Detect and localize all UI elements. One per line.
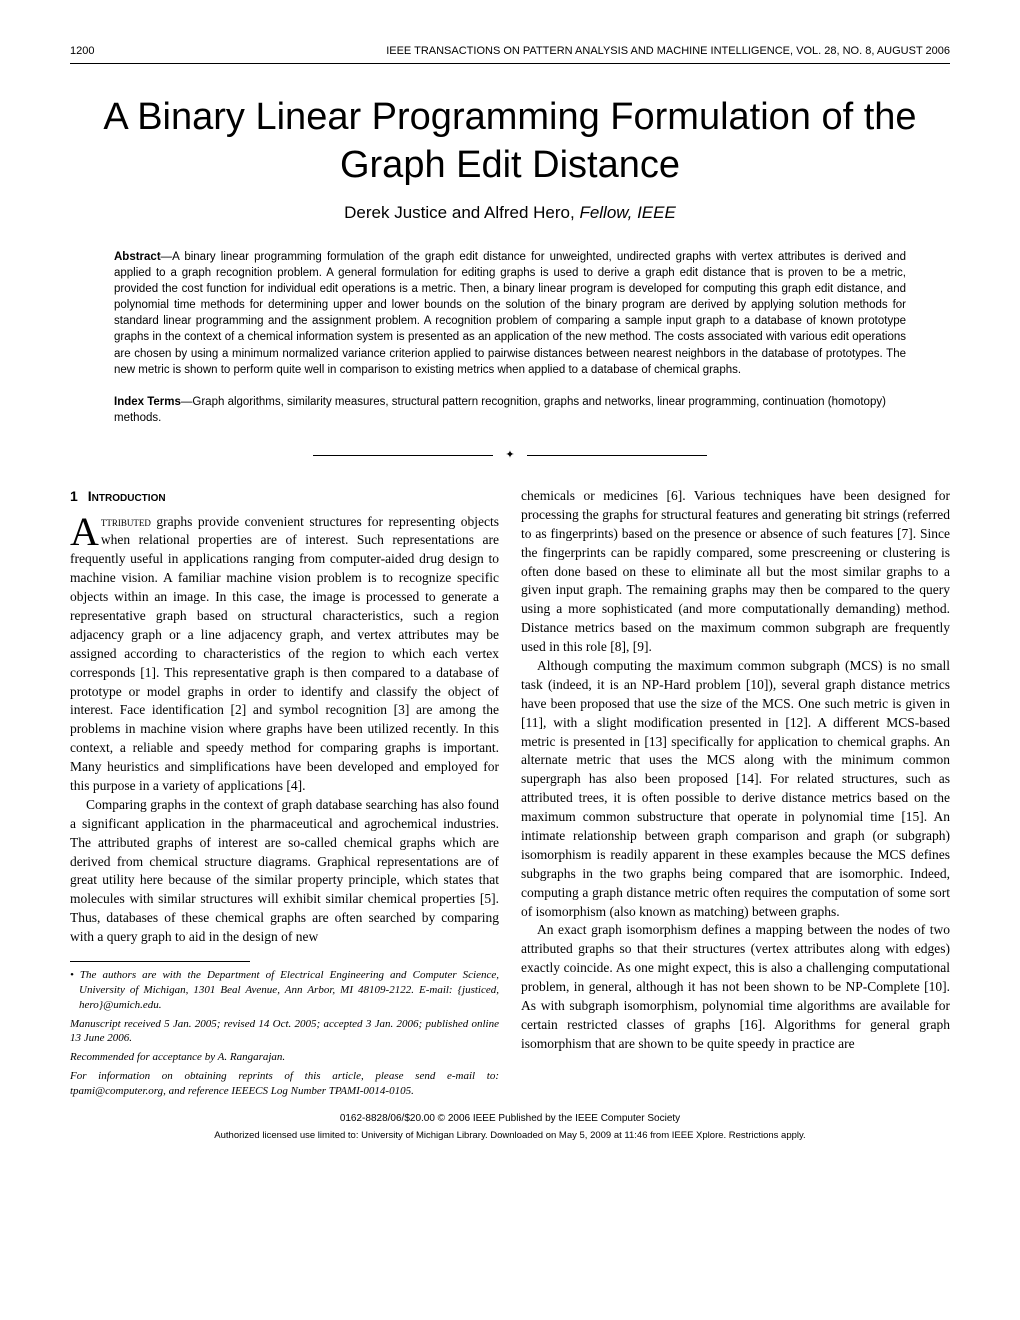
paragraph-1: Attributed graphs provide convenient str…: [70, 513, 499, 796]
diamond-icon: ✦: [505, 449, 514, 461]
license-footer: Authorized licensed use limited to: Univ…: [70, 1130, 950, 1141]
journal-info: IEEE TRANSACTIONS ON PATTERN ANALYSIS AN…: [386, 45, 950, 57]
membership: Fellow, IEEE: [575, 203, 676, 222]
footnote-block: • The authors are with the Department of…: [70, 961, 499, 1099]
dropcap: A: [70, 513, 101, 548]
body-columns: 1 Introduction Attributed graphs provide …: [70, 487, 950, 1099]
paragraph-4: Although computing the maximum common su…: [521, 657, 950, 921]
paragraph-2: Comparing graphs in the context of graph…: [70, 796, 499, 947]
page: 1200 IEEE TRANSACTIONS ON PATTERN ANALYS…: [0, 0, 1020, 1171]
footnote-affil-text: The authors are with the Department of E…: [79, 969, 499, 1011]
abstract-text: —A binary linear programming formulation…: [114, 251, 906, 376]
footnote-recommended: Recommended for acceptance by A. Rangara…: [70, 1050, 499, 1065]
author-names: Derek Justice and Alfred Hero,: [344, 203, 575, 222]
index-terms-label: Index Terms: [114, 396, 181, 408]
footnote-reprints: For information on obtaining reprints of…: [70, 1069, 499, 1099]
paper-title: A Binary Linear Programming Formulation …: [70, 94, 950, 189]
index-terms: Index Terms—Graph algorithms, similarity…: [114, 394, 906, 426]
section-name: Introduction: [88, 488, 166, 504]
authors-line: Derek Justice and Alfred Hero, Fellow, I…: [70, 203, 950, 223]
footnote-manuscript: Manuscript received 5 Jan. 2005; revised…: [70, 1017, 499, 1047]
abstract-label: Abstract: [114, 251, 161, 263]
running-header: 1200 IEEE TRANSACTIONS ON PATTERN ANALYS…: [70, 45, 950, 64]
p1-rest: graphs provide convenient structures for…: [70, 514, 499, 793]
section-number: 1: [70, 487, 78, 507]
paragraph-3: chemicals or medicines [6]. Various tech…: [521, 487, 950, 657]
paragraph-5: An exact graph isomorphism defines a map…: [521, 921, 950, 1053]
abstract: Abstract—A binary linear programming for…: [114, 249, 906, 378]
page-number: 1200: [70, 45, 94, 57]
footnote-affiliation: • The authors are with the Department of…: [70, 968, 499, 1013]
footnote-rule: [70, 961, 250, 962]
section-heading: 1 Introduction: [70, 487, 499, 507]
p1-lead: ttributed: [101, 514, 151, 529]
index-terms-text: —Graph algorithms, similarity measures, …: [114, 396, 886, 424]
section-divider: ✦: [70, 448, 950, 461]
copyright-footer: 0162-8828/06/$20.00 © 2006 IEEE Publishe…: [70, 1113, 950, 1124]
